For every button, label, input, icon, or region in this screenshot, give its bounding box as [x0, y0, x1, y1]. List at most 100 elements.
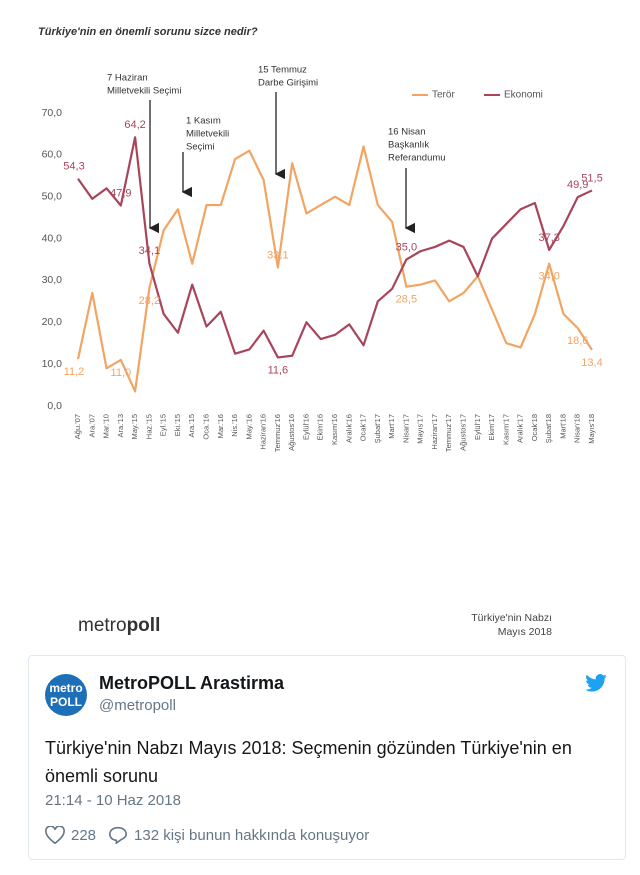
- like-count: 228: [71, 826, 97, 844]
- data-label: 28,2: [139, 295, 160, 307]
- y-tick-label: 40,0: [42, 232, 63, 244]
- x-tick-label: Haziran'16: [259, 414, 268, 450]
- data-label: 37,3: [538, 232, 559, 244]
- x-tick-label: Mayıs'17: [416, 414, 425, 444]
- y-tick-label: 70,0: [42, 107, 63, 119]
- x-tick-label: Haziran'17: [430, 414, 439, 450]
- x-tick-label: Ağustos'16: [287, 414, 296, 451]
- x-tick-label: Nisan'18: [573, 414, 582, 443]
- data-label: 33,1: [267, 249, 288, 261]
- x-tick-label: Ara.'13: [116, 414, 125, 438]
- x-tick-label: Temmuz'16: [273, 414, 282, 452]
- avatar-text: POLL: [50, 695, 82, 709]
- x-tick-label: Ağu.'07: [73, 414, 82, 439]
- avatar: metro POLL: [45, 674, 87, 716]
- legend-label: Terör: [432, 90, 455, 101]
- source: Mayıs 2018: [498, 626, 552, 638]
- annotation: 1 Kasım: [186, 116, 221, 127]
- x-tick-label: Eylül'17: [473, 414, 482, 440]
- x-tick-label: Mayıs'18: [587, 414, 596, 444]
- x-tick-label: Eyl.'15: [159, 414, 168, 436]
- author-name[interactable]: MetroPOLL Arastirma: [99, 673, 285, 693]
- x-tick-label: Haz.'15: [144, 414, 153, 439]
- data-label: 28,5: [396, 294, 417, 306]
- y-tick-label: 20,0: [42, 316, 63, 328]
- x-tick-label: Ağustos'17: [458, 414, 467, 451]
- x-tick-label: Eki.'15: [173, 414, 182, 436]
- source: Türkiye'nin Nabzı: [471, 612, 552, 624]
- data-label: 47,9: [110, 187, 131, 199]
- data-label: 49,9: [567, 179, 588, 191]
- annotation: Referandumu: [388, 153, 446, 164]
- tweet-date[interactable]: 21:14 - 10 Haz 2018: [45, 792, 181, 809]
- x-tick-label: Mar.'10: [102, 414, 111, 438]
- chart: Türkiye'nin en önemli sorunu sizce nedir…: [38, 26, 603, 638]
- legend-label: Ekonomi: [504, 90, 543, 101]
- x-tick-label: Aralık'16: [344, 414, 353, 443]
- line: [76, 145, 593, 393]
- y-tick-label: 10,0: [42, 358, 63, 370]
- x-tick-label: Aralık'17: [516, 414, 525, 443]
- logo-light: metro: [78, 615, 127, 636]
- data-label: 11,2: [64, 366, 85, 378]
- twitter-logo[interactable]: [585, 674, 607, 692]
- data-label: 34,0: [538, 271, 559, 283]
- author-handle[interactable]: @metropoll: [99, 697, 176, 714]
- x-tick-label: Ocak'18: [530, 414, 539, 441]
- annotation: Seçimi: [186, 142, 215, 153]
- logo-bold: poll: [127, 615, 161, 636]
- y-tick-label: 0,0: [47, 400, 62, 412]
- tweet-actions: 228 132 kişi bunun hakkında konuşuyor: [45, 826, 369, 844]
- data-label: 35,0: [396, 241, 417, 253]
- x-tick-label: Mar.'16: [216, 414, 225, 438]
- x-tick-label: May.'15: [130, 414, 139, 439]
- x-tick-label: Şubat'18: [544, 414, 553, 443]
- x-tick-label: Temmuz'17: [444, 414, 453, 452]
- x-tick-label: Ocak'17: [359, 414, 368, 441]
- x-tick-label: Oca.'16: [201, 414, 210, 440]
- data-label: 54,3: [63, 161, 84, 173]
- annotation: 16 Nisan: [388, 127, 426, 138]
- y-tick-label: 50,0: [42, 190, 63, 202]
- x-tick-label: Ekim'17: [487, 414, 496, 440]
- annotation: Darbe Girişimi: [258, 78, 318, 89]
- x-tick-label: Mart'17: [387, 414, 396, 439]
- tweet-card: metro POLL MetroPOLL Arastirma @metropoll…: [28, 655, 626, 860]
- avatar-text: metro: [49, 681, 83, 695]
- x-tick-label: Nis.'16: [230, 414, 239, 437]
- annotation: 7 Haziran: [107, 73, 148, 84]
- like-icon[interactable]: [45, 826, 65, 844]
- x-tick-label: Kasım'17: [501, 414, 510, 445]
- annotation: 15 Temmuz: [258, 65, 307, 76]
- data-label: 18,6: [567, 335, 588, 347]
- reply-text[interactable]: 132 kişi bunun hakkında konuşuyor: [134, 826, 370, 844]
- x-tick-label: Ekim'16: [316, 414, 325, 440]
- data-label: 11,0: [111, 367, 132, 379]
- data-label: 11,6: [268, 364, 289, 376]
- y-tick-label: 60,0: [42, 149, 63, 161]
- annotation-arrows: [148, 92, 416, 234]
- y-tick-label: 30,0: [42, 274, 63, 286]
- data-label: 13,4: [581, 357, 602, 369]
- data-label: 64,2: [124, 119, 145, 131]
- x-tick-label: Mart'18: [558, 414, 567, 439]
- data-label: 34,1: [139, 245, 160, 257]
- x-tick-label: Kasım'16: [330, 414, 339, 445]
- annotation: Milletvekili: [186, 129, 229, 140]
- data-label: 51,5: [581, 172, 602, 184]
- annotations: 7 Haziran Milletvekili Seçimi 1 Kasım Mi…: [107, 65, 446, 164]
- x-tick-label: Şubat'17: [373, 414, 382, 443]
- chart-title: Türkiye'nin en önemli sorunu sizce nedir…: [38, 26, 258, 38]
- tweet-text: Türkiye'nin Nabzı Mayıs 2018: Seçmenin g…: [45, 738, 572, 786]
- x-tick-label: Eylül'16: [301, 414, 310, 440]
- line: [77, 136, 593, 359]
- x-tick-label: Ara.'15: [187, 414, 196, 438]
- annotation: Başkanlık: [388, 140, 429, 151]
- x-tick-label: Ara.'07: [87, 414, 96, 438]
- logo: metropoll: [78, 615, 160, 636]
- reply-icon[interactable]: [108, 826, 128, 844]
- annotation: Milletvekili Seçimi: [107, 86, 181, 97]
- x-tick-label: Nisan'17: [401, 414, 410, 443]
- x-tick-label: May.'16: [244, 414, 253, 439]
